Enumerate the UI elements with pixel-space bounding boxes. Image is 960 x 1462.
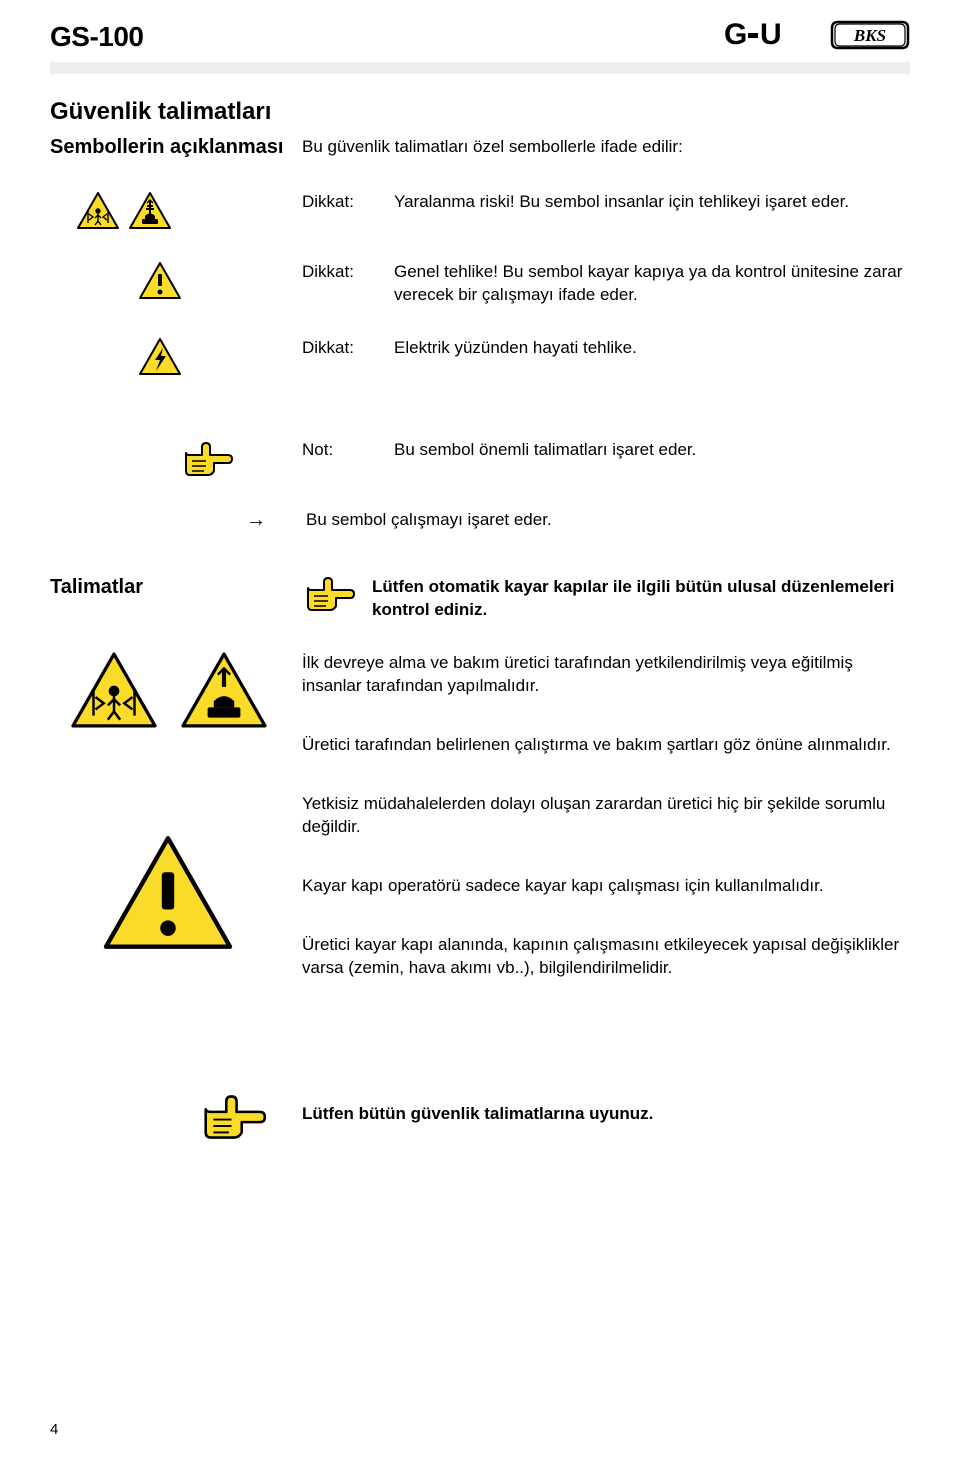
row3-text: Elektrik yüzünden hayati tehlike. [394,335,910,360]
svg-text:G: G [724,18,747,51]
intro-text: Bu güvenlik talimatları özel sembollerle… [302,134,910,159]
row4-text: Bu sembol önemli talimatları işaret eder… [394,437,910,462]
svg-text:BKS: BKS [853,26,886,45]
general-warning-icon [138,261,182,301]
final-note: Lütfen bütün güvenlik talimatlarına uyun… [302,1089,910,1126]
sub-title: Sembollerin açıklanması [50,134,290,161]
warn-para-2: Üretici tarafından belirlenen çalıştırma… [302,732,910,757]
crush-hazard-icon [68,650,160,732]
talimatlar-title: Talimatlar [50,574,290,601]
label-dikkat: Dikkat: [302,259,382,284]
model-code: GS-100 [50,18,144,56]
crush-hazard-icon [76,191,120,231]
pointing-hand-icon [180,439,236,479]
header-separator [50,62,910,74]
general-warning-icon [98,832,238,956]
arrow-text: Bu sembol çalışmayı işaret eder. [302,507,910,532]
talimatlar-note: Lütfen otomatik kayar kapılar ile ilgili… [372,574,910,622]
warn-para-1: İlk devreye alma ve bakım üretici tarafı… [302,650,910,698]
hand-crush-icon [128,191,172,231]
svg-text:U: U [760,18,782,51]
bks-logo-icon: BKS [830,18,910,52]
page-number: 4 [50,1420,58,1440]
page-header: GS-100 G U BKS [50,18,910,56]
row1-text: Yaralanma riski! Bu sembol insanlar için… [394,189,910,214]
warn-para-4: Kayar kapı operatörü sadece kayar kapı ç… [302,873,910,898]
warn-para-3: Yetkisiz müdahalelerden dolayı oluşan za… [302,791,910,839]
warn-para-5: Üretici kayar kapı alanında, kapının çal… [302,932,910,980]
label-dikkat: Dikkat: [302,335,382,360]
section-title: Güvenlik talimatları [50,96,290,128]
label-dikkat: Dikkat: [302,189,382,214]
row2-text: Genel tehlike! Bu sembol kayar kapıya ya… [394,259,910,307]
brand-logos: G U BKS [724,18,910,52]
pointing-hand-icon [302,574,358,614]
gu-logo-icon: G U [724,18,816,52]
label-not: Not: [302,437,382,462]
pointing-hand-icon [198,1091,270,1143]
hand-crush-icon [178,650,270,732]
arrow-icon: → [50,507,290,534]
electrical-hazard-icon [138,337,182,377]
